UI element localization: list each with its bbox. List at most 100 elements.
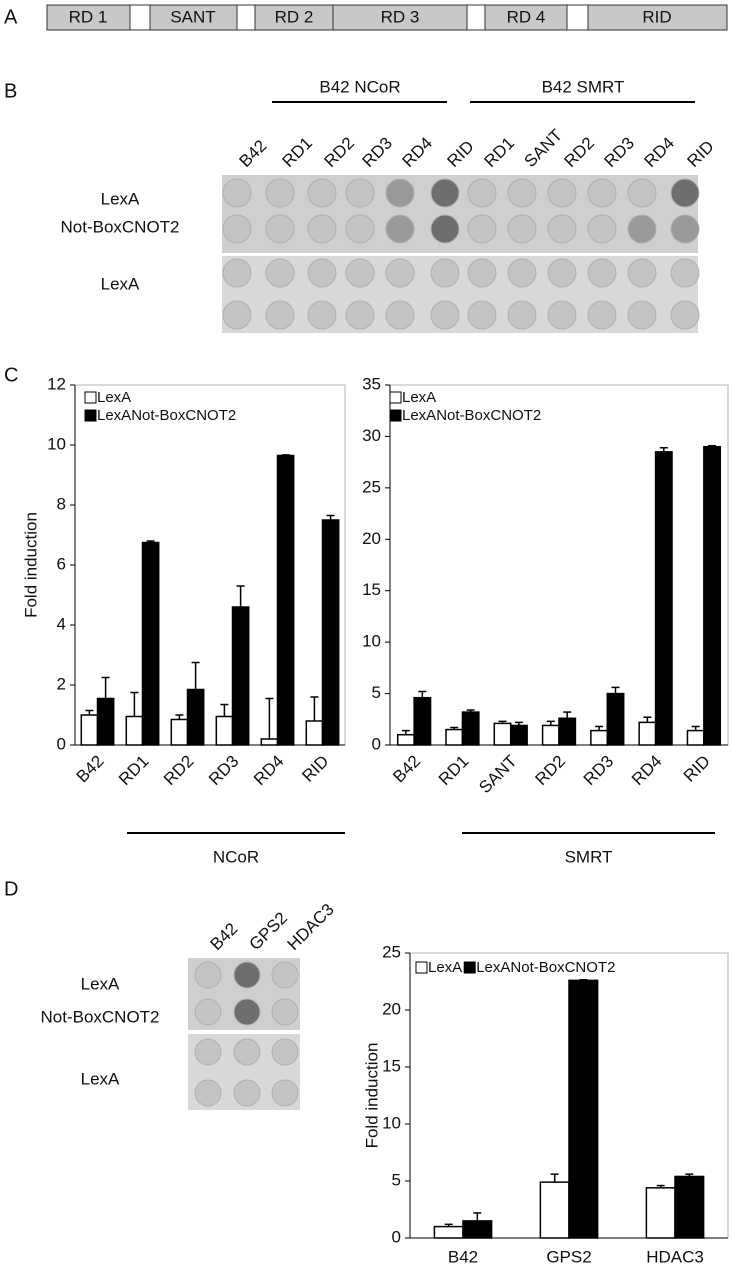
bar bbox=[445, 728, 464, 746]
x-tick-label: GPS2 bbox=[546, 1247, 591, 1266]
panel-label: A bbox=[4, 6, 18, 28]
bar bbox=[231, 606, 250, 746]
row-label: Not-BoxCNOT2 bbox=[40, 1007, 159, 1026]
bar bbox=[141, 541, 160, 746]
y-tick-label: 20 bbox=[362, 529, 381, 548]
blot-spot bbox=[467, 258, 497, 288]
bar bbox=[80, 714, 99, 746]
x-tick-label: RID bbox=[680, 752, 714, 786]
blot-image bbox=[222, 175, 698, 253]
y-tick-label: 8 bbox=[57, 494, 66, 513]
column-label: B42 bbox=[236, 136, 271, 171]
blot-spot bbox=[233, 1079, 261, 1107]
x-tick-label: B42 bbox=[73, 752, 108, 787]
legend-label: LexANot-BoxCNOT2 bbox=[402, 407, 541, 424]
blot-spot bbox=[271, 998, 299, 1026]
domain-gap bbox=[566, 4, 589, 31]
y-axis-title: Fold induction bbox=[21, 512, 40, 618]
x-tick-label: RD3 bbox=[205, 752, 242, 789]
domain-label: SANT bbox=[170, 7, 215, 26]
column-label: GPS2 bbox=[246, 908, 292, 954]
plot-frame bbox=[74, 384, 346, 746]
bar bbox=[96, 697, 115, 746]
x-tick-label: HDAC3 bbox=[646, 1247, 704, 1266]
x-tick-label: B42 bbox=[448, 1247, 478, 1266]
plot-frame bbox=[389, 384, 729, 746]
x-tick-label: SANT bbox=[475, 752, 520, 797]
bar bbox=[396, 733, 415, 746]
blot-spot bbox=[430, 214, 460, 244]
blot-spot bbox=[271, 1079, 299, 1107]
y-tick-label: 0 bbox=[57, 734, 66, 753]
column-label: RD4 bbox=[399, 134, 436, 171]
legend-label: LexA bbox=[428, 959, 462, 976]
x-tick-label: RID bbox=[298, 752, 332, 786]
bar bbox=[461, 711, 480, 746]
bar bbox=[260, 738, 279, 746]
domain-label: RD 3 bbox=[381, 7, 420, 26]
legend-label: LexANot-BoxCNOT2 bbox=[97, 407, 236, 424]
domain bbox=[484, 4, 568, 31]
blot-spot bbox=[385, 300, 415, 330]
domain bbox=[587, 4, 728, 31]
blot-spot bbox=[194, 998, 222, 1026]
blot-spot bbox=[233, 998, 261, 1026]
bar bbox=[606, 692, 625, 746]
bar bbox=[276, 454, 295, 746]
blot-image bbox=[222, 256, 698, 333]
legend-label: LexA bbox=[97, 389, 131, 406]
y-tick-label: 35 bbox=[362, 374, 381, 393]
blot-spot bbox=[467, 214, 497, 244]
column-label: RID bbox=[684, 137, 718, 171]
y-tick-label: 5 bbox=[392, 1170, 401, 1189]
blot-spot bbox=[587, 258, 617, 288]
y-tick-label: 15 bbox=[362, 580, 381, 599]
bar bbox=[558, 717, 577, 746]
blot-spot bbox=[271, 961, 299, 989]
legend-swatch bbox=[389, 409, 402, 422]
row-label: Not-BoxCNOT2 bbox=[60, 217, 179, 236]
bar bbox=[568, 979, 599, 1239]
legend-label: LexANot-BoxCNOT2 bbox=[476, 959, 615, 976]
domain bbox=[149, 4, 238, 31]
domain-label: RD 2 bbox=[275, 7, 314, 26]
legend-swatch bbox=[84, 391, 97, 404]
blot-spot bbox=[385, 178, 415, 208]
bar bbox=[686, 729, 705, 746]
y-tick-label: 5 bbox=[372, 683, 381, 702]
blot-spot bbox=[194, 1079, 222, 1107]
blot-spot bbox=[547, 178, 577, 208]
blot-spot bbox=[430, 178, 460, 208]
blot-spot bbox=[233, 961, 261, 989]
x-tick-label: RD4 bbox=[250, 752, 287, 789]
blot-spot bbox=[507, 300, 537, 330]
y-tick-label: 10 bbox=[362, 632, 381, 651]
x-tick-label: RD1 bbox=[435, 752, 472, 789]
x-tick-label: B42 bbox=[389, 752, 424, 787]
domain-gap bbox=[466, 4, 486, 31]
column-label: RD3 bbox=[601, 134, 638, 171]
bar bbox=[186, 688, 205, 746]
column-label: RD2 bbox=[561, 134, 598, 171]
blot-spot bbox=[385, 214, 415, 244]
y-tick-label: 30 bbox=[362, 426, 381, 445]
blot-spot bbox=[345, 178, 375, 208]
column-label: SANT bbox=[521, 126, 566, 171]
blot-spot bbox=[507, 178, 537, 208]
bar bbox=[674, 1175, 705, 1239]
bar bbox=[305, 720, 324, 746]
domain bbox=[46, 4, 131, 31]
blot-spot bbox=[627, 300, 657, 330]
bar bbox=[590, 729, 609, 746]
panel-label: D bbox=[4, 878, 18, 900]
bar bbox=[462, 1220, 493, 1239]
panel-label: B bbox=[4, 80, 17, 102]
bar bbox=[125, 715, 144, 746]
blot-spot bbox=[265, 258, 295, 288]
blot-b: B42 NCoR B42 SMRT LexA Not-BoxCNOT2 LexA bbox=[60, 77, 698, 333]
blot-spot bbox=[507, 258, 537, 288]
x-tick-label: RD2 bbox=[160, 752, 197, 789]
y-tick-label: 25 bbox=[382, 942, 401, 961]
y-tick-label: 25 bbox=[362, 477, 381, 496]
bar bbox=[638, 721, 657, 746]
